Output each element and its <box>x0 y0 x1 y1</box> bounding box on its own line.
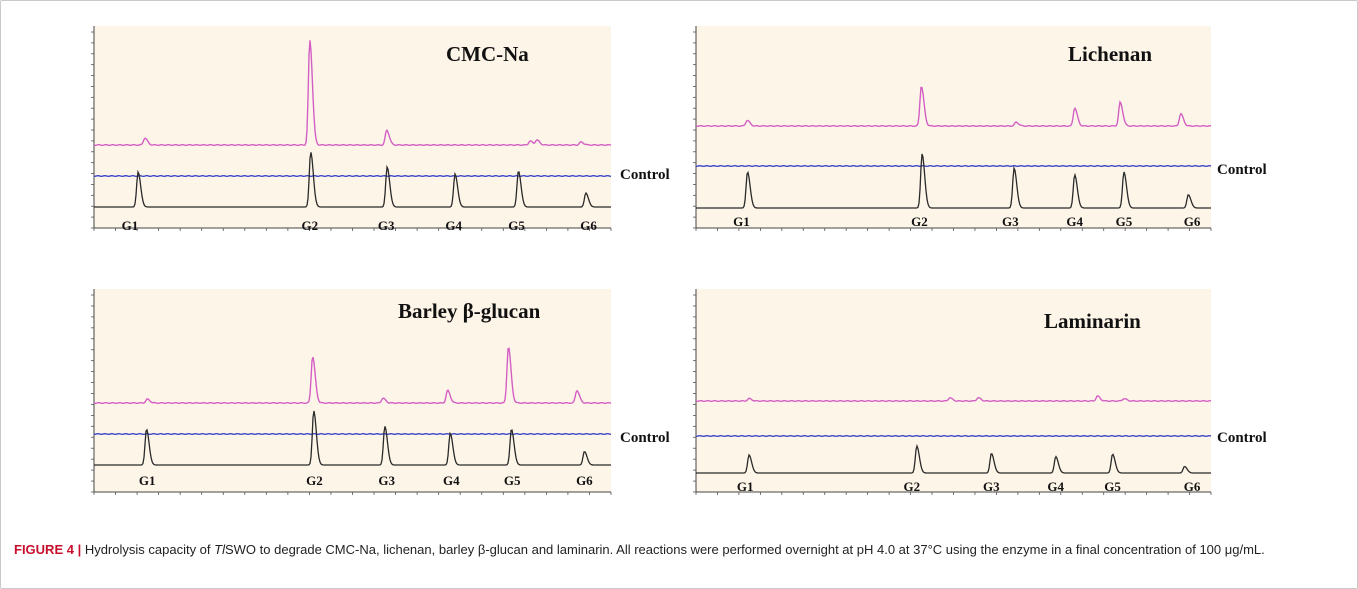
standard-label-g6: G6 <box>1184 214 1201 229</box>
figure-label: FIGURE 4 | <box>14 542 82 557</box>
control-label-cmc: Control <box>620 167 670 183</box>
standard-trace <box>696 443 1211 474</box>
caption-italic: Tl <box>214 542 225 557</box>
plot-area <box>94 289 611 492</box>
standard-label-g1: G1 <box>139 473 156 488</box>
control-label-barley: Control <box>620 430 670 446</box>
standard-label-g4: G4 <box>1047 479 1064 494</box>
standard-trace <box>94 410 611 466</box>
standard-trace <box>94 152 611 208</box>
chromatogram-laminarin: G1 G2 G3 G4 G5 G6 <box>693 289 1212 495</box>
standard-label-g2: G2 <box>904 479 921 494</box>
caption-text-2: SWO to degrade CMC-Na, lichenan, barley … <box>224 542 1265 557</box>
panel-title-laminarin: Laminarin <box>1044 309 1141 333</box>
chromatogram-barley: G1 G2 G3 G4 G5 G6 <box>91 289 612 495</box>
chromatogram-lichenan: G1 G2 G3 G4 G5 G6 <box>693 26 1212 231</box>
panel-title-barley: Barley β-glucan <box>398 299 541 323</box>
panel-title-cmc: CMC-Na <box>446 42 529 66</box>
chromatogram-cmc: G1 G2 G3 G4 G5 G6 <box>91 26 612 233</box>
standard-label-g5: G5 <box>504 473 521 488</box>
standard-label-g2: G2 <box>301 218 318 233</box>
standard-label-g3: G3 <box>1002 214 1019 229</box>
panel-laminarin: G1 G2 G3 G4 G5 G6 Laminarin <box>690 289 1212 498</box>
figure-caption: FIGURE 4 | Hydrolysis capacity of TlSWO … <box>14 540 1334 560</box>
standard-label-g3: G3 <box>983 479 1000 494</box>
standard-label-g5: G5 <box>1104 479 1121 494</box>
sample-trace <box>93 40 612 147</box>
standard-label-g4: G4 <box>1066 214 1083 229</box>
plot-area <box>696 289 1211 492</box>
standard-label-g2: G2 <box>306 473 323 488</box>
plot-area <box>696 26 1211 228</box>
control-label-laminarin: Control <box>1217 430 1267 446</box>
sample-trace <box>695 395 1212 403</box>
standard-label-g5: G5 <box>1116 214 1133 229</box>
control-label-lichenan: Control <box>1217 162 1267 178</box>
panel-title-lichenan: Lichenan <box>1068 42 1153 66</box>
control-trace <box>695 434 1212 438</box>
standard-label-g6: G6 <box>580 218 597 233</box>
standard-label-g1: G1 <box>733 214 750 229</box>
standard-label-g4: G4 <box>445 218 462 233</box>
standard-label-g5: G5 <box>508 218 525 233</box>
control-trace <box>93 432 612 436</box>
panel-cmc: G1 G2 G3 G4 G5 G6 CMC-Na <box>88 26 612 234</box>
standard-trace <box>696 153 1211 209</box>
control-trace <box>695 164 1212 168</box>
sample-trace <box>93 347 612 405</box>
sample-trace <box>695 86 1212 128</box>
standard-label-g6: G6 <box>1184 479 1201 494</box>
control-trace <box>93 174 612 178</box>
standard-label-g3: G3 <box>378 218 395 233</box>
standard-label-g1: G1 <box>122 218 139 233</box>
standard-label-g2: G2 <box>911 214 928 229</box>
standard-label-g6: G6 <box>576 473 593 488</box>
standard-label-g3: G3 <box>378 473 395 488</box>
panel-lichenan: G1 G2 G3 G4 G5 G6 Lichenan <box>690 26 1212 234</box>
standard-label-g1: G1 <box>737 479 754 494</box>
standard-label-g4: G4 <box>443 473 460 488</box>
panel-barley: G1 G2 G3 G4 G5 G6 Barley β-glucan <box>88 289 612 498</box>
plot-area <box>94 26 611 228</box>
caption-text-1: Hydrolysis capacity of <box>81 542 215 557</box>
